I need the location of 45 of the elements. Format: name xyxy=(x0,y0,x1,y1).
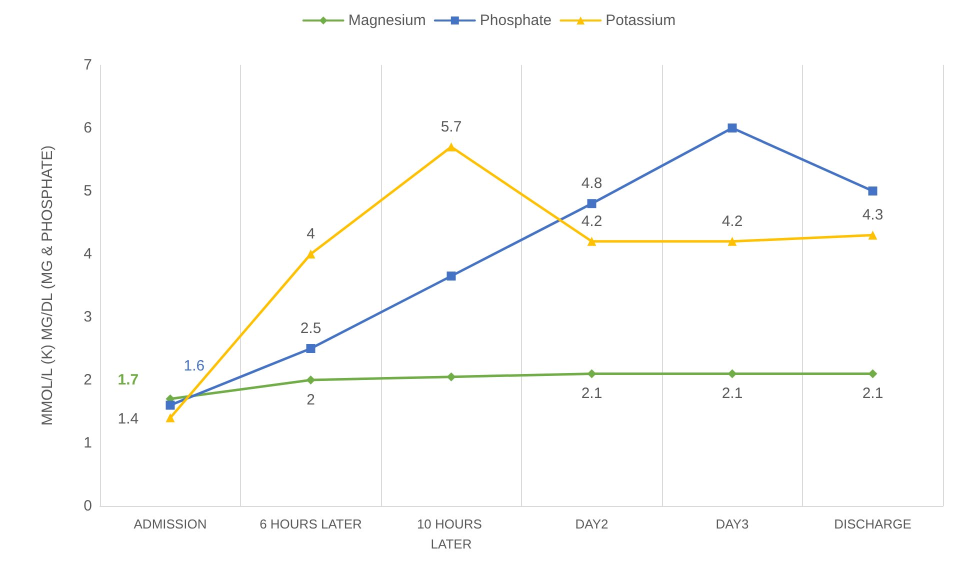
x-tick-label: DAY2 xyxy=(575,516,608,532)
point xyxy=(166,400,175,410)
y-axis-title: MMOL/L (K) MG/DL (MG & PHOSPHATE) xyxy=(39,145,56,426)
x-tick-label: 10 HOURS LATER xyxy=(416,516,486,552)
legend-label: Potassium xyxy=(606,12,676,29)
legend-label: Phosphate xyxy=(480,12,552,29)
point xyxy=(728,124,737,132)
data-label: 1.7 xyxy=(118,371,139,388)
y-tick-label: 1 xyxy=(84,434,92,452)
point xyxy=(446,142,456,152)
data-label: 4.8 xyxy=(581,175,602,192)
y-tick-label: 3 xyxy=(84,308,92,326)
point xyxy=(587,236,596,246)
data-label: 2 xyxy=(306,392,315,408)
data-label: 2.1 xyxy=(722,385,743,402)
data-label: 2.1 xyxy=(862,385,884,402)
point xyxy=(868,186,878,196)
data-label: 2.1 xyxy=(581,385,602,402)
point xyxy=(306,376,316,384)
y-tick-label: 4 xyxy=(84,246,92,262)
data-label: 1.6 xyxy=(184,358,205,375)
x-tick-label: 6 HOURS LATER xyxy=(260,516,362,532)
point xyxy=(166,413,175,422)
point xyxy=(306,344,316,353)
point xyxy=(446,272,456,281)
point xyxy=(868,230,878,240)
y-tick-label: 6 xyxy=(84,120,92,136)
y-tick-label: 2 xyxy=(84,372,92,388)
y-tick-label: 0 xyxy=(84,498,92,514)
data-label: 5.7 xyxy=(440,118,462,136)
y-tick-label: 7 xyxy=(84,56,92,74)
data-label: 4 xyxy=(306,226,315,242)
x-tick-label: DAY3 xyxy=(716,516,749,532)
data-label: 4.3 xyxy=(862,206,884,224)
data-label: 1.4 xyxy=(118,410,139,428)
x-tick-label: ADMISSION xyxy=(134,516,207,532)
legend-label: Magnesium xyxy=(348,12,426,29)
y-tick-label: 5 xyxy=(84,182,92,200)
data-label: 4.2 xyxy=(581,212,602,230)
point xyxy=(306,250,316,258)
data-label: 4.2 xyxy=(722,212,743,230)
data-label: 2.5 xyxy=(300,320,322,337)
point xyxy=(728,236,737,246)
x-tick-label: DISCHARGE xyxy=(834,516,912,532)
point xyxy=(587,199,596,208)
